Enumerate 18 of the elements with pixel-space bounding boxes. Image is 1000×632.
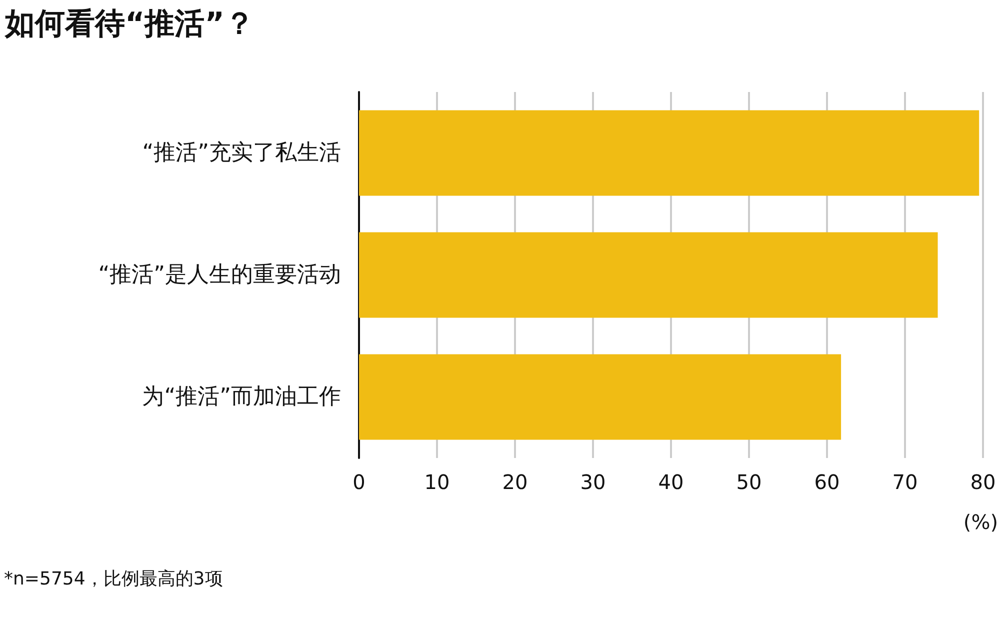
y-tick-label: “推活”充实了私生活 <box>142 140 341 166</box>
x-tick-label: 40 <box>658 470 684 494</box>
bar <box>359 232 938 318</box>
x-tick-label: 10 <box>424 470 450 494</box>
chart-title: 如何看待“推活”？ <box>4 6 254 42</box>
x-tick-label: 50 <box>736 470 762 494</box>
y-tick-label: 为“推活”而加油工作 <box>142 384 341 410</box>
bar <box>359 110 980 196</box>
x-tick-label: 60 <box>814 470 840 494</box>
bar <box>359 354 842 440</box>
x-tick-label: 20 <box>502 470 528 494</box>
text: *n=5754，比例最高的3项 <box>4 568 223 590</box>
x-tick-label: 30 <box>580 470 606 494</box>
x-tick-label: 80 <box>970 470 996 494</box>
x-axis-title: (%) <box>963 510 998 534</box>
x-tick-label: 70 <box>892 470 918 494</box>
x-tick-label: 0 <box>352 470 366 494</box>
y-tick-label: “推活”是人生的重要活动 <box>98 262 341 288</box>
